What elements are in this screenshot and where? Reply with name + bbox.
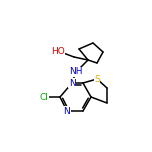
Text: S: S <box>94 74 100 83</box>
Text: NH: NH <box>69 67 83 76</box>
Text: Cl: Cl <box>40 93 48 102</box>
Text: N: N <box>69 78 75 88</box>
Text: HO: HO <box>51 47 65 55</box>
Text: N: N <box>64 107 70 116</box>
